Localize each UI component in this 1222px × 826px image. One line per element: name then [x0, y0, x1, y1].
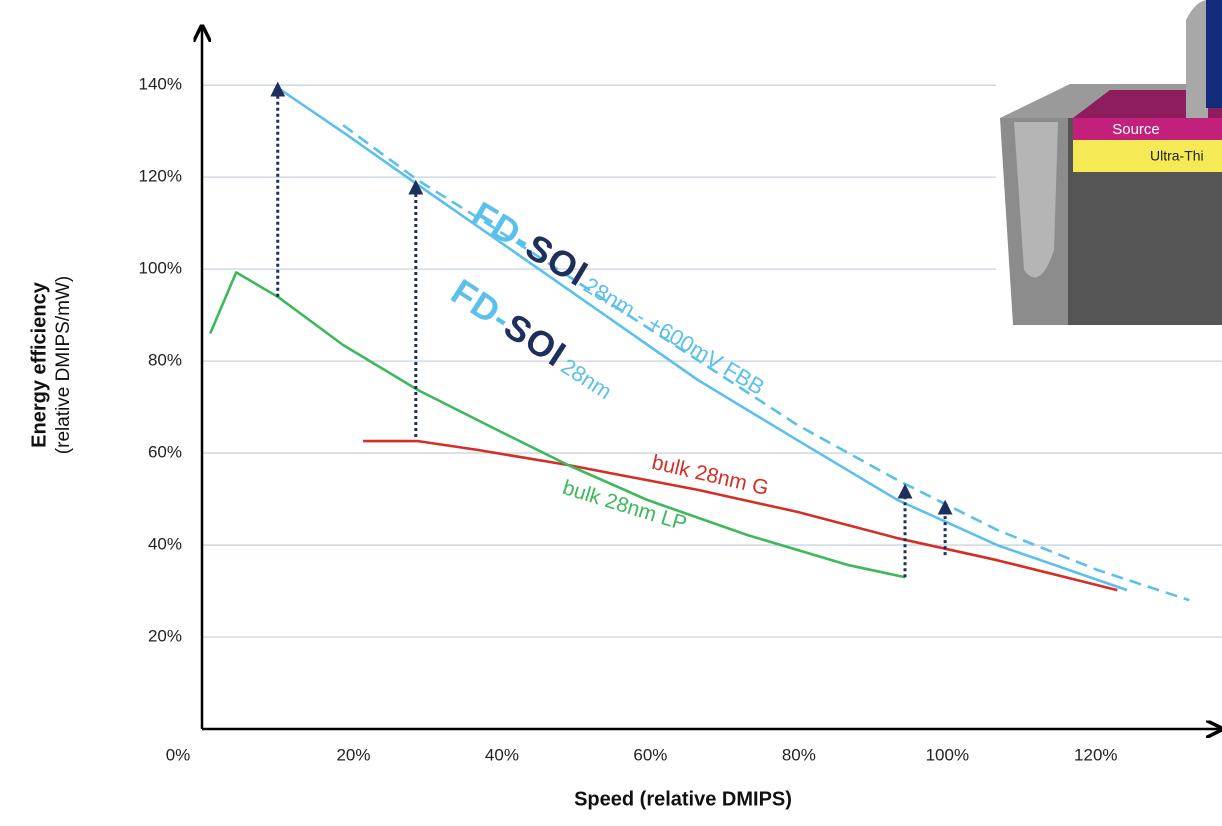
x-tick-label: 20%	[336, 745, 370, 764]
x-tick-label: 40%	[485, 745, 519, 764]
logo: FD-SOI	[444, 270, 574, 374]
y-tick-label: 0%	[166, 745, 191, 764]
y-tick-label: 140%	[139, 75, 182, 94]
inset-source-top	[1073, 90, 1222, 118]
y-tick-label: 80%	[148, 351, 182, 370]
y-tick-label: 60%	[148, 443, 182, 462]
y-axis-subtitle: (relative DMIPS/mW)	[53, 276, 74, 454]
x-axis-title: Speed (relative DMIPS)	[574, 788, 792, 810]
inset-label: Ultra-Thi	[1150, 148, 1204, 164]
y-tick-label: 20%	[148, 627, 182, 646]
inset-label: Source	[1112, 121, 1160, 138]
x-tick-label: 100%	[926, 745, 969, 764]
series-line	[209, 271, 906, 579]
series-line	[342, 124, 1190, 602]
inset-film	[1073, 140, 1222, 172]
series-line	[363, 439, 1118, 592]
inset-spacer	[1186, 0, 1208, 118]
y-axis-title: Energy efficiency	[28, 281, 50, 448]
series-line	[279, 88, 1128, 592]
x-tick-label: 80%	[782, 745, 816, 764]
inset-trench-fill	[1014, 122, 1058, 278]
inset-gate	[1206, 0, 1222, 108]
inset-source	[1073, 118, 1222, 140]
logo: FD-SOI	[465, 193, 596, 294]
inset-image: Source Ultra-Thi	[996, 0, 1222, 328]
y-tick-label: 120%	[139, 167, 182, 186]
y-tick-label: 100%	[139, 259, 182, 278]
x-tick-label: 60%	[633, 745, 667, 764]
y-tick-label: 40%	[148, 535, 182, 554]
x-tick-label: 120%	[1074, 745, 1117, 764]
